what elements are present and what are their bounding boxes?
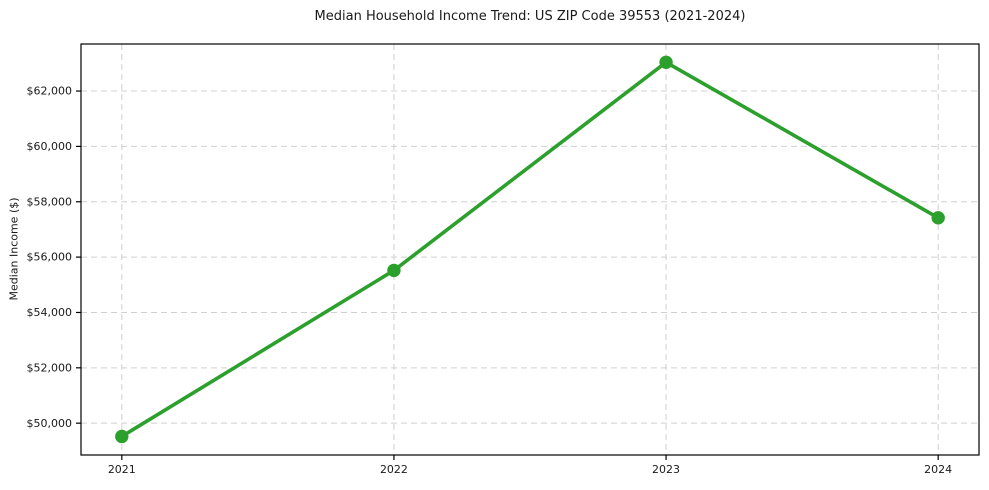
data-point bbox=[387, 263, 401, 278]
x-tick-label: 2023 bbox=[652, 463, 680, 476]
y-tick-label: $62,000 bbox=[27, 85, 73, 98]
y-tick-label: $58,000 bbox=[27, 195, 73, 208]
x-tick-label: 2021 bbox=[108, 463, 136, 476]
x-tick-label: 2022 bbox=[380, 463, 408, 476]
plot-frame bbox=[80, 43, 980, 456]
y-tick-label: $54,000 bbox=[27, 306, 73, 319]
data-point bbox=[115, 429, 129, 444]
x-tick-label: 2024 bbox=[924, 463, 952, 476]
trend-line bbox=[120, 60, 940, 439]
y-tick-label: $60,000 bbox=[27, 140, 73, 153]
y-tick-label: $50,000 bbox=[27, 417, 73, 430]
chart-title: Median Household Income Trend: US ZIP Co… bbox=[314, 9, 746, 24]
data-point bbox=[659, 55, 673, 69]
y-tick-label: $56,000 bbox=[27, 251, 73, 264]
y-tick-label: $52,000 bbox=[27, 361, 73, 374]
data-point bbox=[931, 211, 945, 225]
